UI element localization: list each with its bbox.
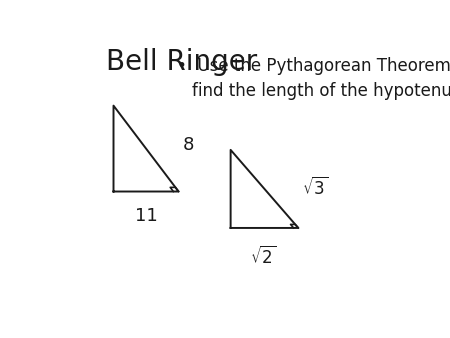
Text: •  Use the Pythagorean Theorem to: • Use the Pythagorean Theorem to: [177, 57, 450, 75]
Text: find the length of the hypotenuse.: find the length of the hypotenuse.: [192, 82, 450, 100]
Text: 8: 8: [183, 136, 194, 154]
Text: 11: 11: [135, 207, 157, 225]
Text: $\sqrt{2}$: $\sqrt{2}$: [250, 246, 276, 268]
Text: $\sqrt{3}$: $\sqrt{3}$: [302, 176, 328, 199]
Text: Bell Ringer: Bell Ringer: [106, 48, 257, 76]
